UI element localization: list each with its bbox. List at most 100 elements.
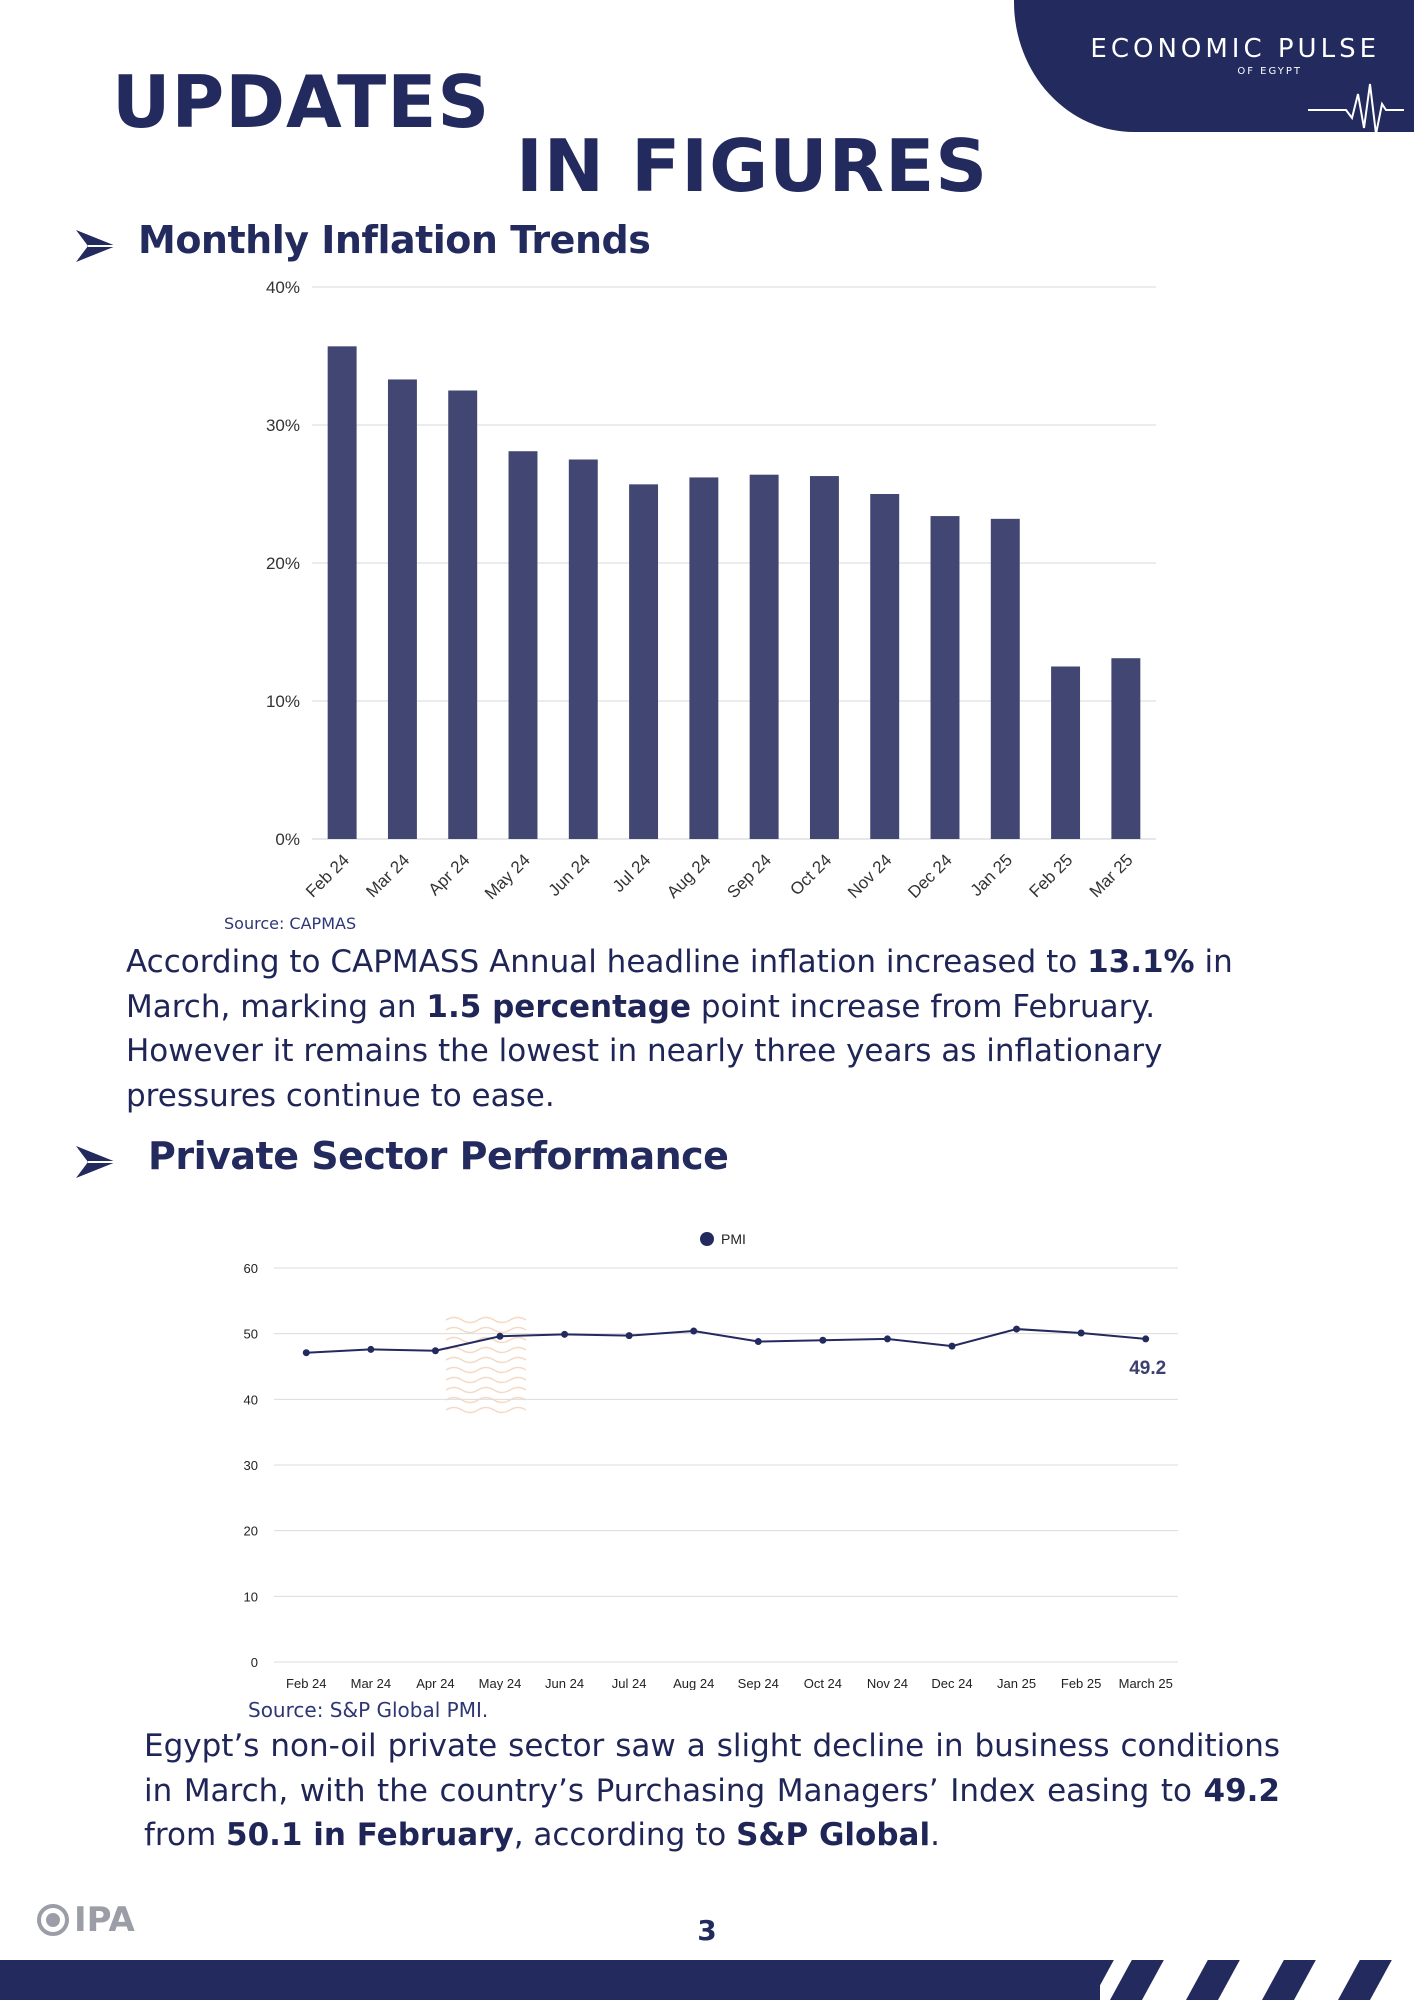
x-tick-label: Aug 24	[663, 850, 715, 902]
section-arrow-icon	[76, 1146, 116, 1178]
x-tick-label: Jun 24	[545, 850, 595, 900]
section-arrow-icon	[76, 230, 116, 262]
x-tick-label: Feb 24	[302, 850, 353, 901]
x-tick-label: Oct 24	[786, 850, 835, 899]
x-tick-label: Apr 24	[425, 850, 474, 899]
y-tick-label: 0%	[275, 830, 300, 849]
y-tick-label: 20	[244, 1524, 258, 1539]
y-tick-label: 60	[244, 1261, 258, 1276]
pmi-series-line	[306, 1328, 1146, 1354]
x-tick-label: Feb 25	[1026, 850, 1077, 901]
x-tick-label: Oct 24	[804, 1676, 842, 1690]
x-tick-label: Mar 25	[1086, 850, 1137, 901]
pmi-point	[754, 1338, 762, 1346]
x-tick-label: Jul 24	[609, 850, 655, 896]
pmi-point	[948, 1342, 956, 1350]
inflation-bar	[990, 518, 1020, 839]
badge-subtitle: OF EGYPT	[1237, 66, 1302, 77]
x-tick-label: May 24	[481, 850, 534, 903]
y-tick-label: 0	[251, 1655, 258, 1670]
x-tick-label: March 25	[1119, 1676, 1173, 1690]
inflation-bar-chart: 0%10%20%30%40%Feb 24 Mar 24 Apr 24 May 24 Ju…	[266, 278, 1156, 903]
x-tick-label: Nov 24	[867, 1676, 908, 1690]
x-tick-label: Dec 24	[904, 850, 956, 902]
header-badge: ECONOMIC PULSE OF EGYPT	[1014, 0, 1414, 135]
inflation-bar	[1051, 666, 1081, 839]
inflation-bar	[689, 477, 719, 839]
legend-label: PMI	[721, 1231, 746, 1247]
text-run: .	[930, 1817, 940, 1853]
decorative-wave-pattern	[445, 1316, 527, 1414]
inflation-source: Source: CAPMAS	[224, 914, 357, 933]
x-tick-label: Nov 24	[844, 850, 896, 902]
legend-marker	[700, 1232, 714, 1246]
x-tick-label: Mar 24	[362, 850, 413, 901]
pmi-point	[1142, 1335, 1150, 1343]
x-tick-label: Aug 24	[673, 1676, 714, 1690]
footer-stripes	[1100, 1956, 1414, 2000]
inflation-paragraph: According to CAPMASS Annual headline inf…	[126, 940, 1286, 1118]
inflation-bar	[387, 379, 417, 839]
x-tick-label: Sep 24	[723, 850, 775, 902]
pmi-point	[819, 1336, 827, 1344]
text-run: According to CAPMASS Annual headline inf…	[126, 944, 1088, 980]
pmi-point	[496, 1332, 504, 1340]
inflation-bar	[749, 474, 779, 839]
y-tick-label: 10%	[266, 692, 300, 711]
ipa-logo: IPA	[36, 1900, 135, 1940]
y-tick-label: 30%	[266, 416, 300, 435]
pmi-point	[625, 1332, 633, 1340]
inflation-bar	[930, 516, 960, 839]
bold-run: 13.1%	[1087, 944, 1195, 980]
inflation-bar	[448, 390, 478, 839]
heartbeat-line-icon	[1308, 83, 1404, 135]
pmi-point	[1077, 1329, 1085, 1337]
x-tick-label: Jan 25	[967, 850, 1017, 900]
x-tick-label: Jan 25	[997, 1676, 1036, 1690]
text-run: from	[144, 1817, 226, 1853]
x-tick-label: Feb 25	[1061, 1676, 1101, 1690]
inflation-section-title: Monthly Inflation Trends	[138, 218, 651, 262]
text-run: Egypt’s non-oil private sector saw a sli…	[144, 1728, 1280, 1809]
pmi-section-title: Private Sector Performance	[148, 1134, 729, 1178]
inflation-bar	[870, 494, 900, 839]
inflation-bar	[327, 346, 357, 839]
bold-run: 1.5 percentage	[426, 988, 692, 1025]
inflation-bar	[809, 476, 839, 839]
pmi-point	[302, 1349, 310, 1357]
pmi-point	[690, 1327, 698, 1335]
bold-run: 50.1 in February	[226, 1817, 514, 1853]
x-tick-label: Feb 24	[286, 1676, 326, 1690]
page-number: 3	[697, 1914, 717, 1947]
ipa-logo-mark-icon	[37, 1904, 69, 1936]
pmi-point	[883, 1335, 891, 1343]
ipa-logo-text: IPA	[74, 1900, 135, 1940]
x-tick-label: Apr 24	[416, 1676, 454, 1690]
y-tick-label: 40	[244, 1392, 258, 1407]
inflation-bar	[568, 459, 598, 839]
pmi-point	[431, 1347, 439, 1355]
y-tick-label: 30	[244, 1458, 258, 1473]
bold-run: 49.2	[1203, 1772, 1281, 1809]
y-tick-label: 20%	[266, 554, 300, 573]
title-in-figures: IN FIGURES	[516, 124, 989, 208]
inflation-bar	[629, 484, 659, 839]
inflation-bar	[508, 451, 538, 839]
pmi-data-label: 49.2	[1129, 1358, 1166, 1379]
pmi-point	[1013, 1325, 1021, 1333]
y-tick-label: 10	[244, 1589, 258, 1604]
x-tick-label: Mar 24	[351, 1676, 391, 1690]
badge-title: ECONOMIC PULSE	[1090, 34, 1380, 64]
x-tick-label: Jul 24	[612, 1676, 647, 1690]
inflation-bar	[1111, 658, 1141, 839]
text-run: , according to	[513, 1817, 737, 1853]
x-tick-label: Jun 24	[545, 1676, 584, 1690]
pmi-source: Source: S&P Global PMI.	[248, 1698, 489, 1722]
x-tick-label: Sep 24	[738, 1676, 779, 1690]
y-tick-label: 40%	[266, 278, 300, 297]
pmi-paragraph: Egypt’s non-oil private sector saw a sli…	[144, 1724, 1280, 1858]
x-tick-label: Dec 24	[931, 1676, 972, 1690]
pmi-line-chart: PMI 0 10 20 30 40 50 60 Feb 24 Mar 24 Apr 24 May 2…	[244, 1231, 1178, 1690]
pmi-point	[367, 1345, 375, 1353]
text-run: in March, marking an	[126, 944, 1233, 1025]
